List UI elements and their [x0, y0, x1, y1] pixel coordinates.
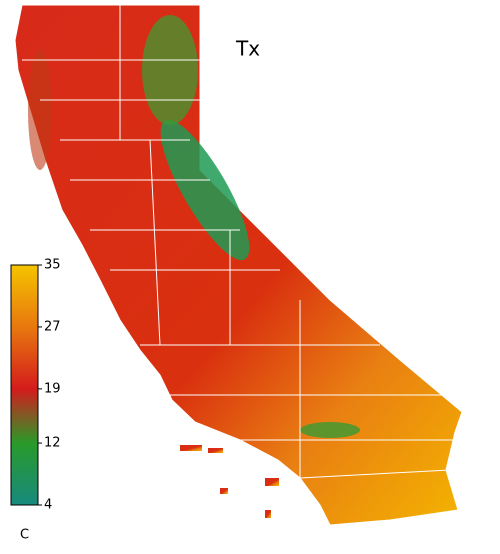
colorbar-tick-label: 27 [44, 319, 61, 334]
colorbar-tick-label: 4 [44, 498, 52, 513]
map-title: Tx [235, 37, 260, 61]
islands [180, 445, 279, 518]
south-cool-zone [300, 422, 360, 438]
sierra-cool-zone [160, 119, 250, 261]
state-outline [14, 4, 463, 526]
colorbar-tick-label: 12 [44, 436, 61, 451]
colorbar-ramp [10, 264, 39, 506]
state-map [14, 4, 463, 526]
colorbar-unit: C [20, 528, 29, 543]
north-cool-zone [142, 15, 198, 125]
colorbar: 35 27 19 12 4 [10, 258, 61, 513]
coast-cool-zone [28, 50, 52, 170]
colorbar-tick-label: 35 [44, 258, 61, 273]
county-lines [22, 5, 460, 520]
colorbar-tick-label: 19 [44, 381, 61, 396]
